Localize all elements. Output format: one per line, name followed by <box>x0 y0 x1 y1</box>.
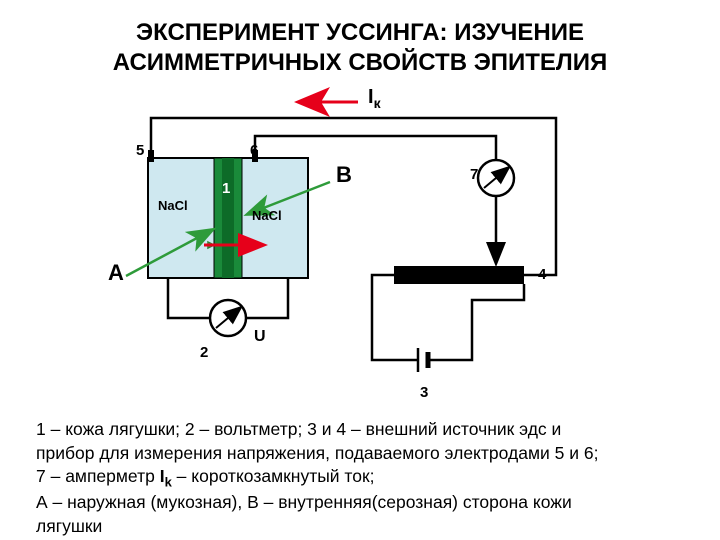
wire-v-right <box>246 278 288 318</box>
caption-line-5: лягушки <box>36 516 102 536</box>
label-6: 6 <box>250 142 258 159</box>
electrode-5 <box>148 150 154 162</box>
ammeter <box>478 160 514 196</box>
caption-line-3a: 7 – амперметр <box>36 466 160 486</box>
label-u: U <box>254 328 266 346</box>
label-2: 2 <box>200 344 208 361</box>
label-b: В <box>336 162 352 188</box>
label-a: А <box>108 260 124 286</box>
label-1: 1 <box>222 180 230 197</box>
label-4: 4 <box>538 266 546 283</box>
label-ik: Iк <box>368 86 381 111</box>
wire-v-left <box>168 278 210 318</box>
voltmeter <box>210 300 246 336</box>
membrane-inner <box>222 158 234 278</box>
caption: 1 – кожа лягушки; 2 – вольтметр; 3 и 4 –… <box>36 418 686 539</box>
label-nacl-left: NaCl <box>158 198 188 213</box>
wire-batt-right <box>436 284 524 360</box>
label-7: 7 <box>470 166 478 183</box>
rheostat-body <box>394 266 524 284</box>
battery <box>412 348 436 372</box>
label-5: 5 <box>136 142 144 159</box>
label-3: 3 <box>420 384 428 401</box>
caption-line-2: прибор для измерения напряжения, подавае… <box>36 443 598 463</box>
wire-top-inner <box>255 136 496 160</box>
label-nacl-right: NaCl <box>252 208 282 223</box>
wire-rheo-left <box>372 275 412 360</box>
caption-line-4: А – наружная (мукозная), В – внутренняя(… <box>36 492 572 512</box>
caption-line-1: 1 – кожа лягушки; 2 – вольтметр; 3 и 4 –… <box>36 419 561 439</box>
